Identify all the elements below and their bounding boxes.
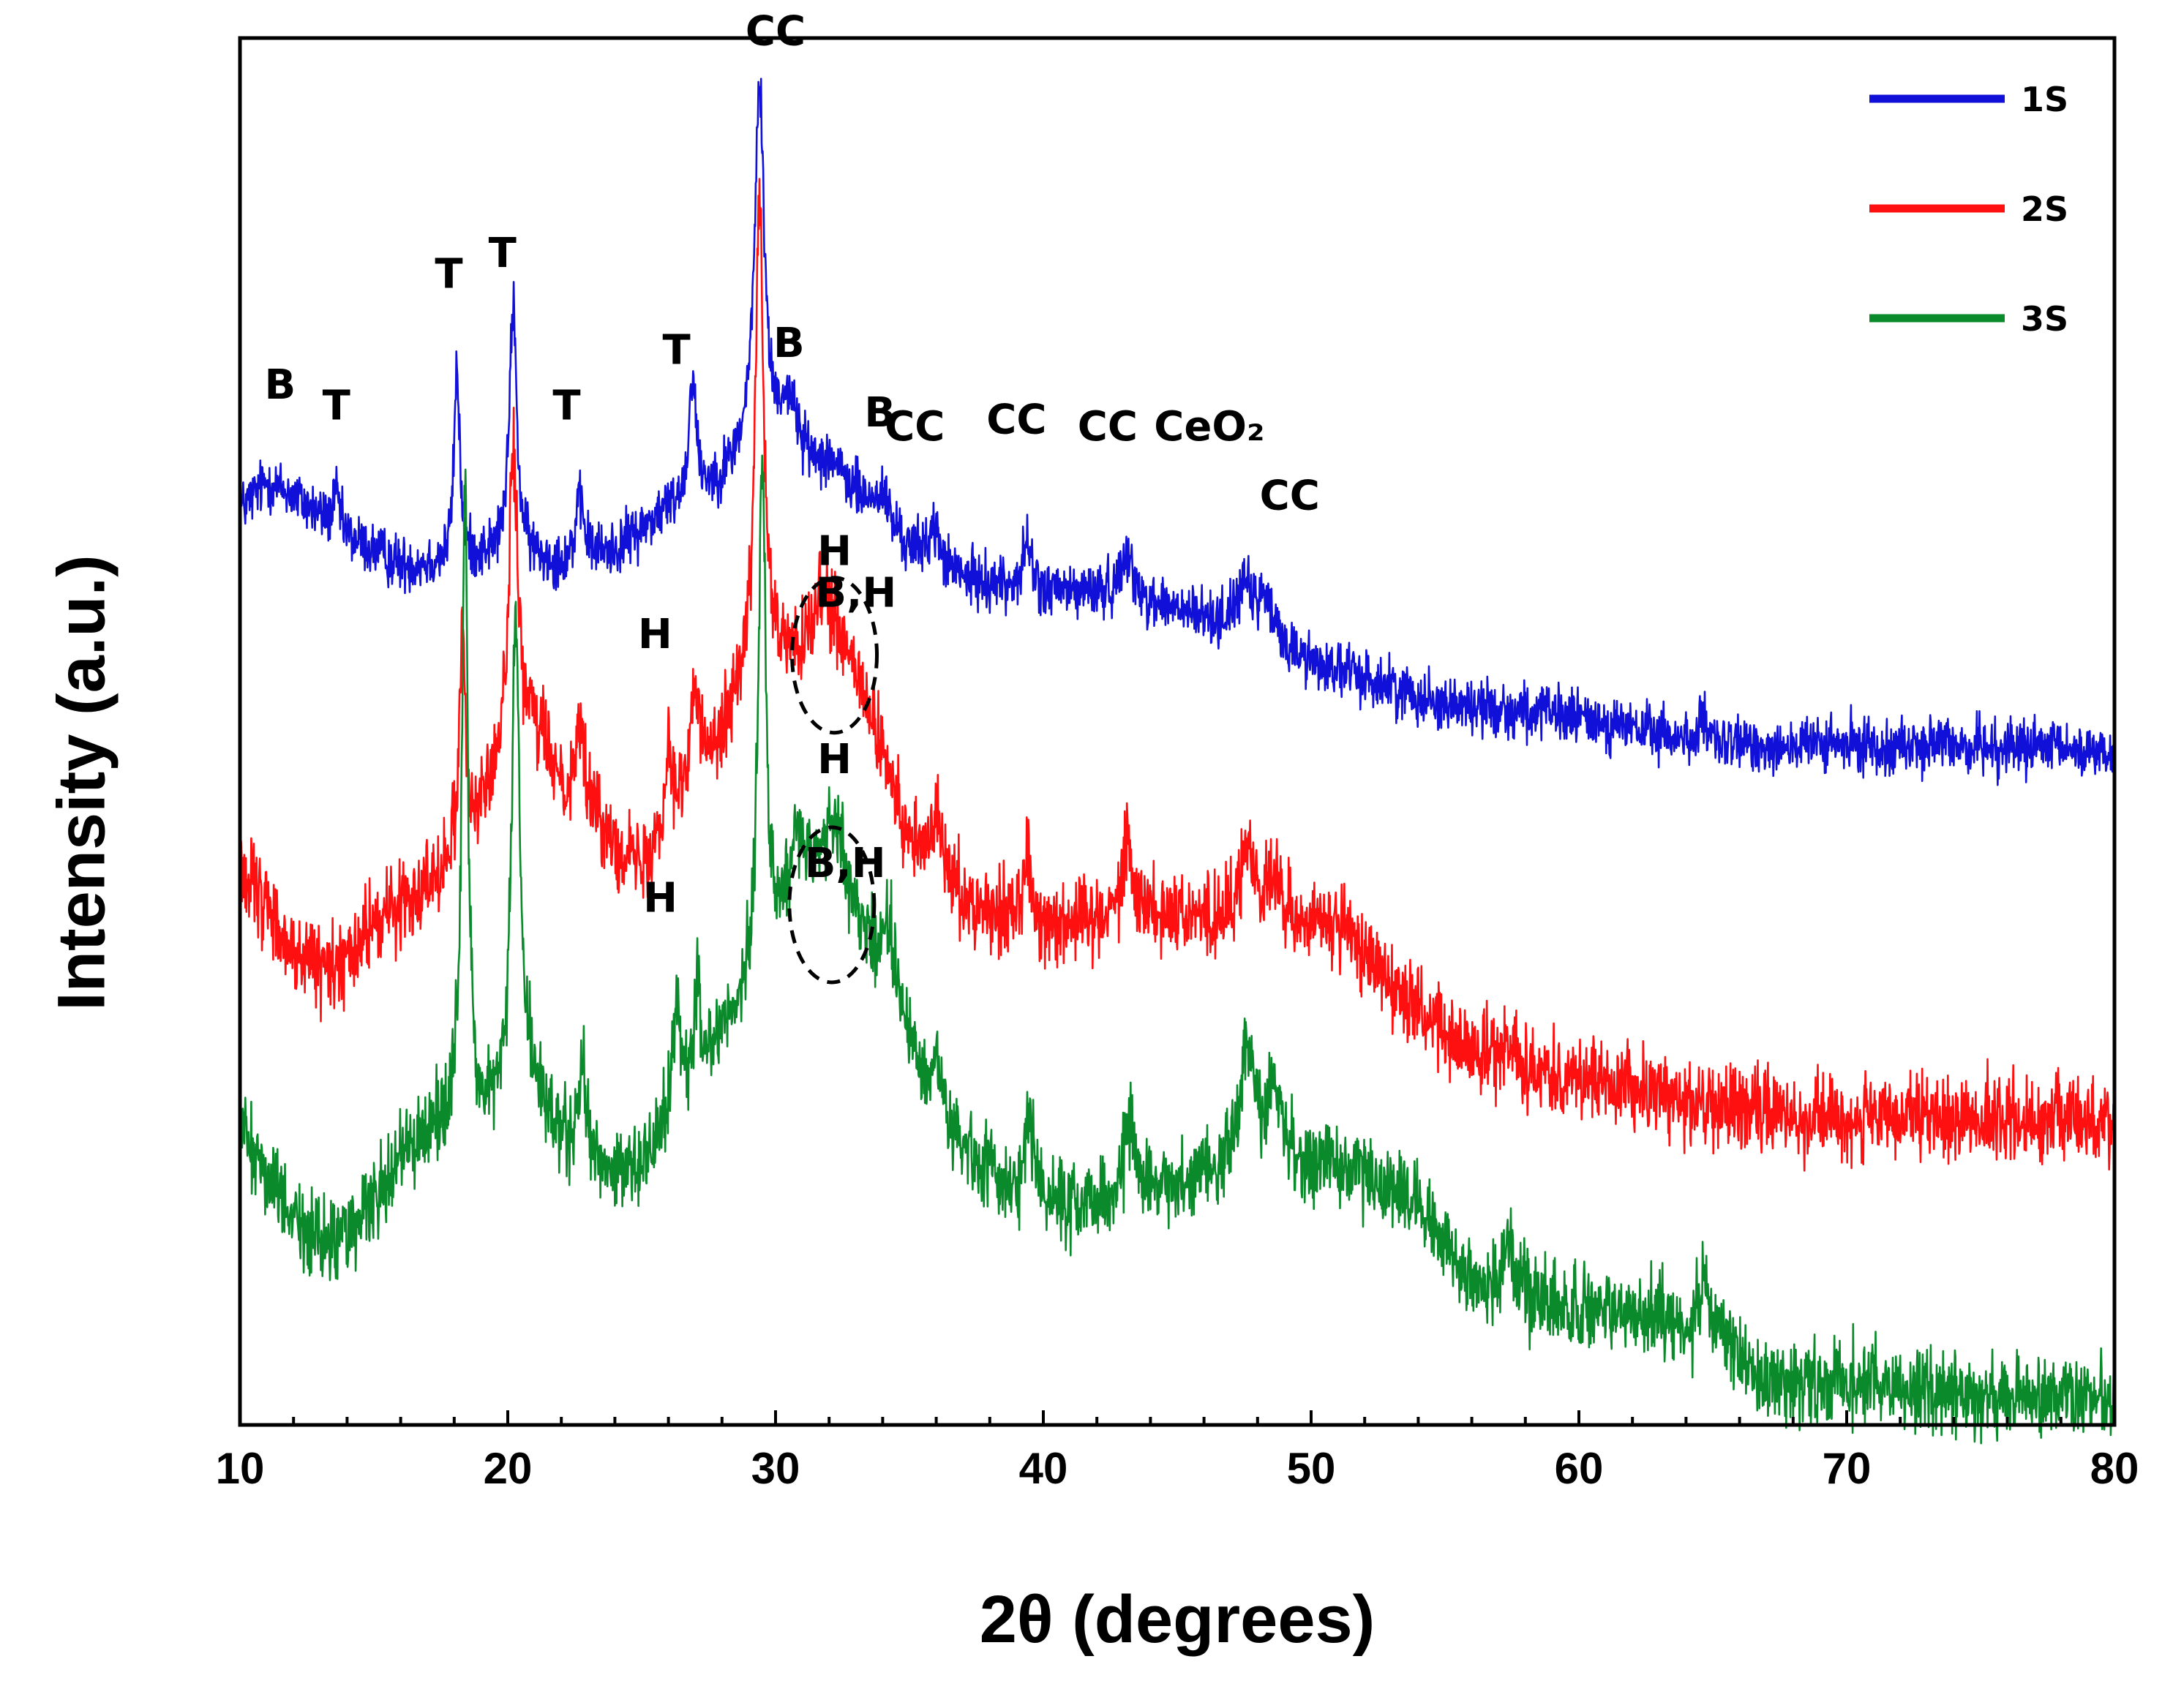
legend: 1S 2S 3S xyxy=(1869,80,2068,339)
peak-label: B,H xyxy=(815,569,896,617)
x-axis-title: 2θ (degrees) xyxy=(980,1582,1376,1657)
peak-label: T xyxy=(323,382,350,429)
peak-label: H xyxy=(643,874,678,922)
x-tick-label: 40 xyxy=(1019,1444,1068,1493)
peak-label: T xyxy=(435,250,462,298)
peak-label: CC xyxy=(1260,473,1320,520)
series-line-2S xyxy=(239,178,2116,1172)
highlight-layer xyxy=(787,576,879,985)
peak-label: T xyxy=(552,382,580,429)
peak-label: CC xyxy=(1078,403,1138,451)
peak-label: CC xyxy=(885,403,945,451)
legend-label-2S: 2S xyxy=(2021,189,2068,229)
series-line-1S xyxy=(239,78,2116,786)
peak-label: CeO₂ xyxy=(1154,403,1264,451)
x-tick-label: 10 xyxy=(216,1444,265,1493)
x-tick-label: 60 xyxy=(1555,1444,1604,1493)
x-tick-label: 30 xyxy=(751,1444,800,1493)
peak-label: CC xyxy=(986,396,1046,443)
peak-label: T xyxy=(662,327,690,375)
highlight-ellipse-1 xyxy=(790,576,879,735)
x-tick-label: 50 xyxy=(1287,1444,1336,1493)
peak-label: H xyxy=(638,611,672,658)
peak-label: T xyxy=(489,230,517,277)
legend-label-3S: 3S xyxy=(2021,299,2068,339)
x-tick-label: 20 xyxy=(484,1444,533,1493)
peak-label: B,H xyxy=(805,840,886,887)
peak-label: CC xyxy=(746,7,806,55)
peak-label: B xyxy=(864,389,896,437)
x-axis-ticks: 10 20 30 40 50 60 70 80 xyxy=(216,1410,2139,1493)
legend-label-1S: 1S xyxy=(2021,80,2068,119)
peak-label: H xyxy=(817,736,852,783)
peak-label: B xyxy=(265,361,296,409)
series-line-3S xyxy=(239,454,2116,1445)
highlight-ellipse-2 xyxy=(787,825,877,985)
y-axis-title: Intensity (a.u.) xyxy=(44,554,119,1011)
peak-label: B xyxy=(773,320,805,367)
x-tick-label: 70 xyxy=(1823,1444,1872,1493)
plot-frame xyxy=(238,36,2117,1427)
x-tick-label: 80 xyxy=(2090,1444,2139,1493)
series-layer xyxy=(239,78,2116,1445)
peak-label: H xyxy=(817,527,852,575)
